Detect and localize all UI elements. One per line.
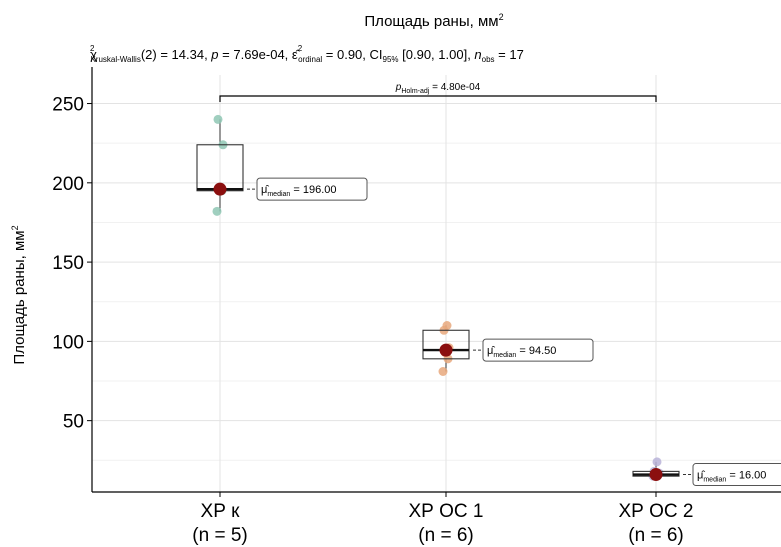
- box-groups: μ̂median = 196.00 μ̂median = 94.50 μ̂media…: [196, 114, 781, 487]
- x-tick-label: ХР ОС 1: [409, 501, 484, 522]
- median-point: [213, 182, 227, 196]
- axes: [91, 67, 781, 493]
- box-group: μ̂median = 196.00: [196, 114, 368, 216]
- median-point: [649, 468, 663, 482]
- x-ticks: ХР к (n = 5) ХР ОС 1 (n = 6) ХР ОС 2 (n = 6): [192, 492, 693, 546]
- data-point: [652, 457, 662, 467]
- grid: [92, 75, 781, 492]
- box-group: μ̂median = 94.50: [422, 321, 594, 376]
- y-tick-label: 200: [52, 174, 84, 195]
- median-label-box: [256, 177, 368, 201]
- data-point: [438, 366, 448, 376]
- x-tick-n-label: (n = 5): [192, 525, 247, 546]
- y-tick-label: 50: [63, 412, 84, 433]
- chart-subtitle: χ2 Kruskal-Wallis(2) = 14.34, p = 7.69e-0…: [90, 44, 524, 64]
- box: [422, 329, 470, 360]
- x-tick-label: ХР ОС 2: [619, 501, 694, 522]
- median-point: [439, 343, 453, 357]
- median-label: μ̂median = 16.00: [697, 470, 766, 484]
- data-point: [442, 321, 452, 331]
- y-tick-label: 150: [52, 253, 84, 274]
- y-ticks: 50 100 150 200 250: [52, 95, 92, 433]
- box-group: μ̂median = 16.00: [632, 457, 781, 487]
- comparison-bracket: [219, 95, 657, 102]
- comparison-label: pHolm-adj = 4.80e-04: [395, 82, 481, 95]
- median-label-box: [692, 463, 781, 487]
- median-label: μ̂median = 94.50: [487, 345, 556, 359]
- y-tick-label: 100: [52, 332, 84, 353]
- median-label-box: [482, 338, 594, 362]
- data-point: [212, 206, 222, 216]
- x-tick-label: ХР к: [201, 501, 241, 522]
- pairwise-comparison: pHolm-adj = 4.80e-04: [219, 82, 657, 102]
- chart-title: Площадь раны, мм2: [364, 12, 503, 30]
- y-tick-label: 250: [52, 95, 84, 116]
- data-point: [213, 114, 223, 124]
- y-axis-label: Площадь раны, мм2: [10, 225, 28, 364]
- x-tick-n-label: (n = 6): [418, 525, 473, 546]
- x-tick-n-label: (n = 6): [628, 525, 683, 546]
- median-label: μ̂median = 196.00: [261, 184, 337, 198]
